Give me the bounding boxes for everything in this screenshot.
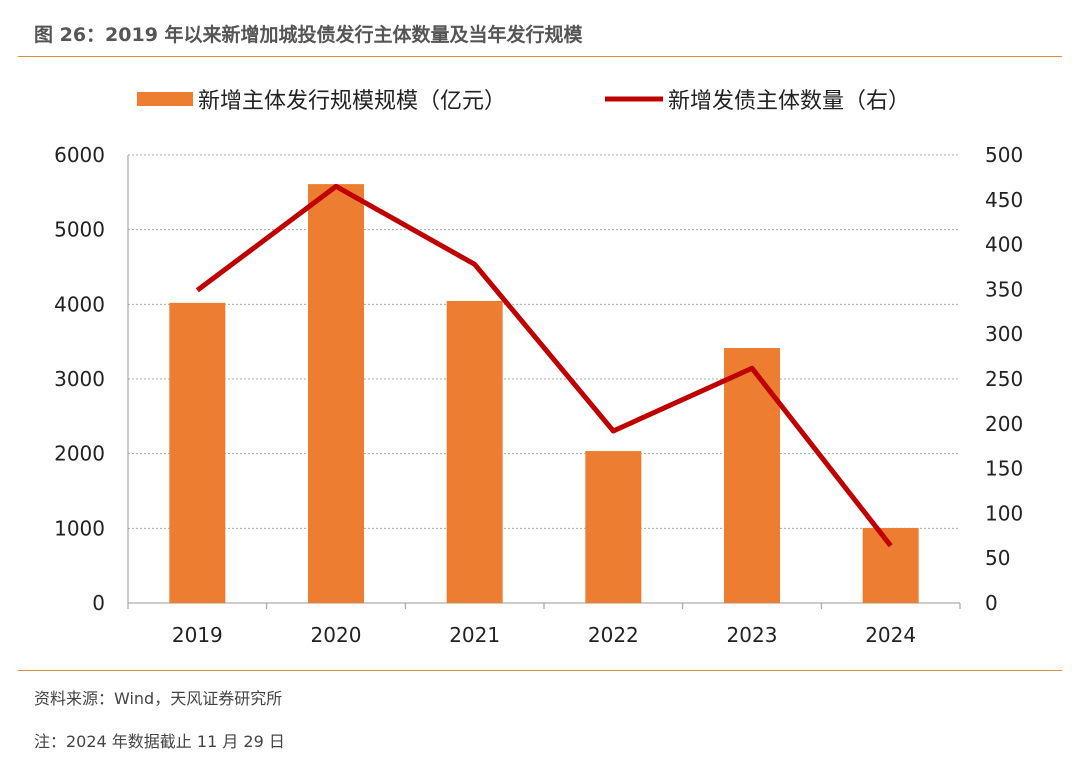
right-tick-label: 300 [985,322,1023,346]
left-tick-label: 1000 [54,516,105,540]
x-tick-label: 2022 [588,623,639,647]
left-tick-label: 2000 [54,442,105,466]
bar-2020 [308,184,364,603]
legend-line-label: 新增发债主体数量（右） [668,89,910,114]
left-tick-label: 4000 [54,292,105,316]
bar-2023 [724,348,780,603]
bar-2021 [446,300,503,603]
right-tick-label: 400 [985,233,1023,257]
top-divider [18,56,1062,57]
chart-title: 图 26：2019 年以来新增加城投债发行主体数量及当年发行规模 [34,24,583,46]
line-series [195,183,893,548]
right-tick-label: 500 [985,143,1023,167]
left-tick-label: 3000 [54,367,105,391]
bottom-divider [18,670,1062,671]
left-tick-label: 5000 [54,218,105,242]
x-tick-label: 2023 [727,623,778,647]
bar-2024 [862,527,919,603]
right-tick-label: 350 [985,277,1023,301]
right-tick-label: 250 [985,367,1023,391]
x-tick-label: 2020 [311,623,362,647]
x-tick-label: 2019 [172,623,223,647]
legend-bar-swatch [137,92,193,106]
bar-2019 [169,302,226,603]
x-tick-label: 2024 [865,623,916,647]
x-tick-label: 2021 [449,623,500,647]
right-tick-label: 100 [985,501,1023,525]
left-tick-label: 6000 [54,143,105,167]
right-tick-label: 0 [985,591,998,615]
source-text: 资料来源：Wind，天风证券研究所 [34,689,283,708]
right-tick-label: 50 [985,546,1010,570]
legend-bar-label: 新增主体发行规模规模（亿元） [198,89,506,114]
bar-2022 [585,451,642,603]
right-tick-label: 150 [985,457,1023,481]
right-tick-label: 200 [985,412,1023,436]
note-text: 注：2024 年数据截止 11 月 29 日 [34,732,285,751]
left-tick-label: 0 [92,591,105,615]
right-tick-label: 450 [985,188,1023,212]
